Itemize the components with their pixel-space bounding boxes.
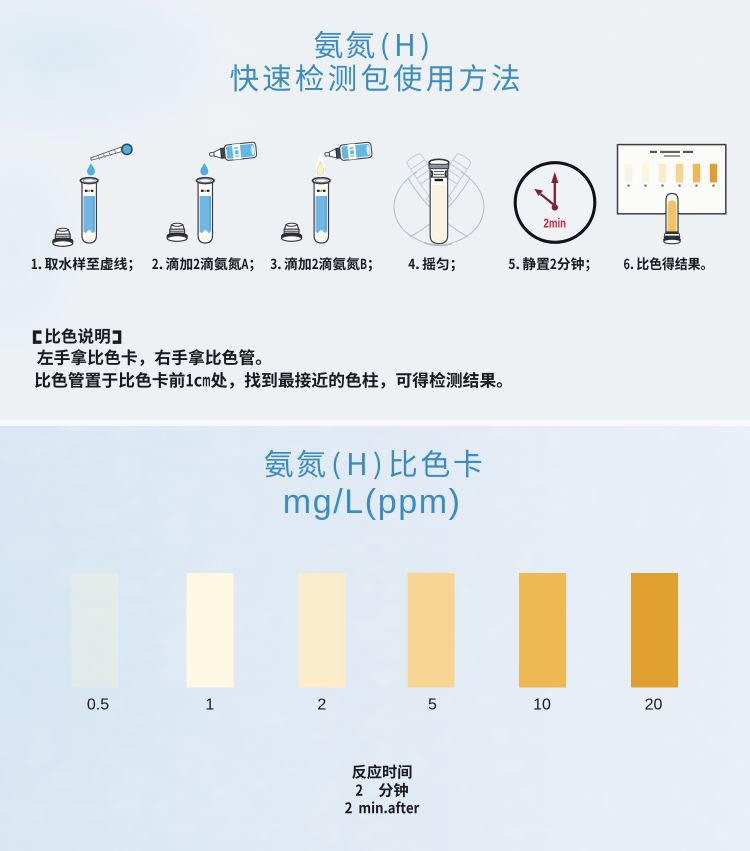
svg-text:10: 10 <box>533 696 551 713</box>
svg-text:0.5: 0.5 <box>87 696 109 713</box>
svg-text:20: 20 <box>645 696 663 713</box>
svg-text:1: 1 <box>205 696 214 713</box>
svg-text:mg/L(ppm): mg/L(ppm) <box>283 483 462 521</box>
svg-text:5: 5 <box>428 696 437 713</box>
svg-text:2: 2 <box>317 696 326 713</box>
svg-text:2min: 2min <box>544 217 567 231</box>
